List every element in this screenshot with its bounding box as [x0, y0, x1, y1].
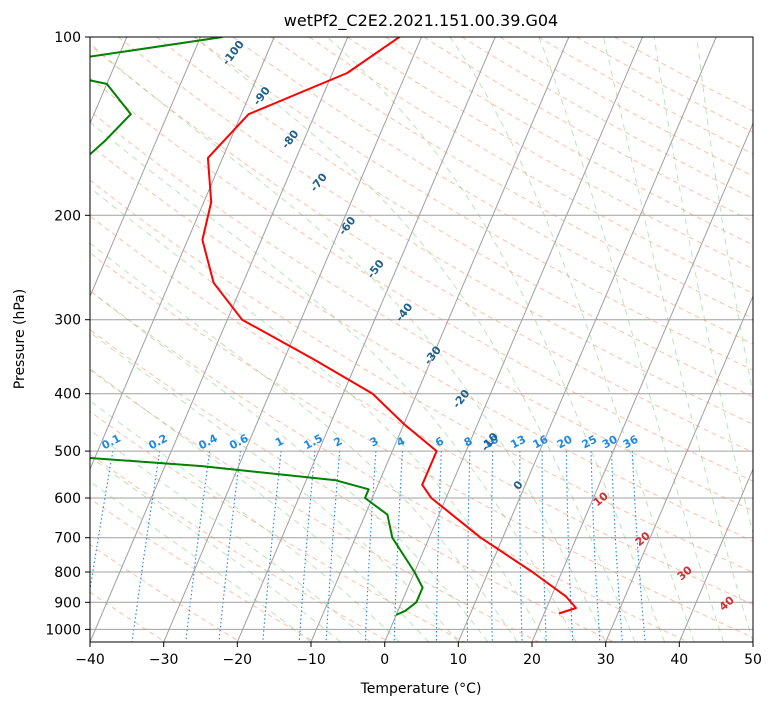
mixing-ratio-line	[131, 451, 161, 642]
y-tick-label: 500	[54, 444, 81, 460]
moist-adiabat-line	[538, 37, 724, 642]
moist-adiabat-line	[90, 42, 607, 642]
y-tick-label: 100	[54, 30, 81, 46]
x-tick-label: 20	[523, 652, 541, 668]
dry-adiabat-line	[461, 37, 753, 200]
dry-adiabat-line	[194, 37, 753, 371]
mixing-ratio-line	[262, 451, 282, 642]
y-axis-title: Pressure (hPa)	[12, 289, 28, 389]
x-tick-label: 0	[380, 652, 389, 668]
moist-adiabat-line	[90, 400, 400, 642]
mixing-ratio-label: 10	[481, 433, 501, 452]
moist-adiabat-line	[90, 121, 577, 642]
dry-adiabat-line	[90, 110, 753, 512]
moist-adiabat-line	[193, 37, 636, 642]
isotherm-line	[90, 37, 349, 642]
y-tick-label: 1000	[45, 622, 81, 638]
x-tick-label: −40	[75, 652, 105, 668]
moist-adiabat-line	[90, 456, 341, 642]
isotherm-line	[90, 37, 275, 471]
isotherm-line	[163, 37, 422, 642]
mixing-ratio-line	[185, 451, 211, 642]
x-tick-label: −10	[296, 652, 326, 668]
dry-adiabat-line	[156, 37, 753, 398]
dry-adiabat-line	[232, 37, 753, 345]
plot-frame	[89, 36, 754, 643]
x-axis-title: Temperature (°C)	[360, 681, 482, 697]
dry-adiabat-line	[270, 37, 753, 319]
x-tick-label: 40	[670, 652, 688, 668]
dewpoint-profile-line	[90, 37, 424, 616]
mixing-ratio-line	[218, 451, 242, 642]
isotherm-line	[90, 37, 201, 298]
moist-adiabat-line	[90, 290, 489, 642]
isotherm-line	[457, 37, 717, 642]
background-lines	[90, 37, 753, 642]
mixing-ratio-label: 13	[508, 433, 528, 452]
y-tick-label: 800	[54, 565, 81, 581]
isotherm-line	[236, 37, 496, 642]
moist-adiabat-line	[326, 37, 666, 642]
y-tick-label: 700	[54, 531, 81, 547]
dry-adiabat-line	[347, 37, 753, 270]
y-tick-label: 600	[54, 491, 81, 507]
x-tick-label: 30	[597, 652, 615, 668]
dry-adiabat-line	[90, 144, 753, 542]
temperature-profile-line	[201, 37, 577, 615]
mixing-ratio-label: 20	[555, 433, 575, 452]
dry-adiabat-line	[537, 37, 753, 155]
mixing-ratio-line	[90, 451, 114, 594]
moist-adiabat-line	[449, 37, 695, 642]
dry-adiabat-line	[90, 410, 465, 642]
axis-ticks: −40 −30 −20 −10 0 10 20 30 40 50 100 200 300 400 500 60…	[45, 30, 762, 668]
mixing-ratio-label: 25	[580, 433, 600, 452]
dry-adiabat-line	[385, 37, 753, 246]
isotherm-line	[605, 295, 753, 642]
dry-adiabat-line	[90, 453, 390, 642]
x-tick-label: 10	[449, 652, 467, 668]
y-tick-label: 900	[54, 595, 81, 611]
y-tick-label: 400	[54, 387, 81, 403]
moist-adiabat-line	[90, 367, 430, 642]
isotherm-line	[531, 122, 753, 642]
mixing-ratio-label: 16	[531, 433, 551, 452]
dry-adiabat-line	[90, 252, 753, 639]
grid	[90, 37, 753, 642]
isotherm-line	[678, 467, 753, 642]
y-tick-label: 300	[54, 313, 81, 329]
x-tick-label: −20	[223, 652, 253, 668]
y-tick-label: 200	[54, 208, 81, 224]
moist-adiabat-line	[90, 331, 459, 642]
moist-adiabat-line	[90, 429, 371, 642]
isotherm-line	[384, 37, 643, 642]
profile-lines	[90, 37, 577, 616]
dry-adiabat-line	[90, 44, 753, 453]
mixing-ratio-label: 30	[600, 433, 620, 452]
x-tick-label: 50	[744, 652, 762, 668]
chart-title: wetPf2_C2E2.2021.151.00.39.G04	[284, 11, 558, 31]
dry-adiabat-line	[90, 215, 753, 606]
moist-adiabat-line	[90, 242, 518, 642]
x-tick-label: −30	[149, 652, 179, 668]
dry-adiabat-line	[90, 329, 614, 642]
mixing-ratio-label: 36	[621, 433, 641, 452]
isotherm-line	[310, 37, 570, 642]
